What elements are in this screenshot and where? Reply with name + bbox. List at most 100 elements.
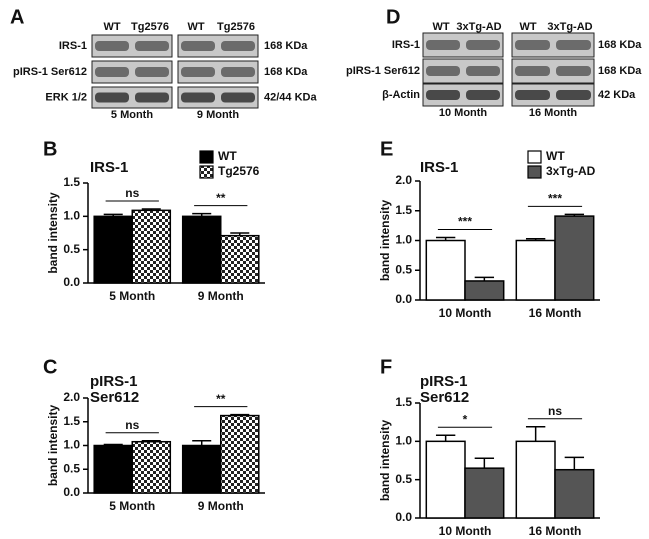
- y-tick-label: 1.0: [395, 434, 412, 448]
- blot-size-label: 168 KDa: [598, 39, 642, 51]
- chart-title: Ser612: [420, 389, 469, 406]
- blot-band: [426, 66, 460, 76]
- group-label: 9 Month: [197, 109, 239, 121]
- blot-band: [135, 41, 169, 51]
- group-label: 16 Month: [529, 107, 578, 119]
- blot-size-label: 168 KDa: [264, 66, 308, 78]
- bar: [515, 440, 556, 519]
- panel-letter: C: [43, 356, 57, 378]
- y-tick-label: 0.5: [63, 461, 80, 475]
- blot-band: [426, 40, 460, 50]
- y-tick-label: 0.0: [395, 292, 412, 306]
- significance-label: ***: [548, 191, 562, 205]
- bar: [93, 444, 133, 494]
- blot-band: [556, 90, 591, 100]
- bar: [554, 215, 595, 301]
- blot-box: [91, 34, 173, 58]
- blot-size-label: 42/44 KDa: [264, 91, 317, 103]
- blot-size-label: 168 KDa: [264, 40, 308, 52]
- blot-band: [466, 40, 500, 50]
- x-tick-label: 5 Month: [109, 289, 155, 303]
- lane-label: WT: [432, 21, 449, 33]
- lane-label: 3xTg-AD: [456, 21, 501, 33]
- blot-band: [221, 92, 255, 103]
- lane-label: WT: [519, 21, 536, 33]
- significance-label: *: [463, 412, 468, 426]
- bar: [181, 444, 222, 494]
- y-tick-label: 0.0: [63, 485, 80, 499]
- group-label: 5 Month: [111, 109, 153, 121]
- x-tick-label: 16 Month: [529, 306, 582, 320]
- blot-band: [221, 67, 255, 77]
- legend-label: 3xTg-AD: [546, 164, 596, 178]
- blot-band: [95, 67, 129, 77]
- blot-band: [135, 67, 169, 77]
- significance-label: ns: [125, 186, 139, 200]
- blot-band: [95, 41, 129, 51]
- bar: [131, 209, 172, 284]
- lane-label: WT: [103, 21, 120, 33]
- bar: [554, 468, 595, 519]
- bar: [131, 440, 172, 494]
- significance-label: **: [216, 392, 226, 406]
- significance-label: ns: [548, 404, 562, 418]
- y-axis-label: band intensity: [378, 200, 392, 282]
- blot-row-label: pIRS-1 Ser612: [346, 65, 420, 77]
- y-tick-label: 1.0: [63, 438, 80, 452]
- blot-row-label: ERK 1/2: [45, 91, 87, 103]
- y-tick-label: 0.5: [395, 262, 412, 276]
- legend-swatch: [199, 150, 214, 164]
- panel-letter: B: [43, 138, 57, 160]
- blot-band: [95, 92, 129, 103]
- blot-band: [515, 90, 550, 100]
- blot-box: [177, 60, 259, 84]
- chart-title: pIRS-1: [420, 373, 468, 390]
- legend-label: WT: [546, 149, 565, 163]
- blot-band: [466, 90, 500, 100]
- legend-swatch: [527, 165, 542, 179]
- x-tick-label: 10 Month: [439, 306, 492, 320]
- x-tick-label: 10 Month: [439, 524, 492, 538]
- blot-band: [135, 92, 169, 103]
- blot-band: [181, 92, 215, 103]
- blot-band: [466, 66, 500, 76]
- chart-title: pIRS-1: [90, 373, 138, 390]
- y-tick-label: 2.0: [395, 173, 412, 187]
- blot-band: [221, 41, 255, 51]
- y-axis-label: band intensity: [46, 405, 60, 487]
- blot-band: [515, 66, 550, 76]
- blot-box: [91, 60, 173, 84]
- y-tick-label: 1.5: [63, 175, 80, 189]
- y-tick-label: 1.0: [395, 233, 412, 247]
- chart-title: IRS-1: [420, 159, 458, 176]
- legend-swatch: [199, 165, 214, 179]
- blot-band: [556, 66, 591, 76]
- lane-label: 3xTg-AD: [547, 21, 592, 33]
- bar: [220, 414, 260, 494]
- bar: [464, 467, 505, 519]
- blot-box: [177, 86, 259, 109]
- blot-row-label: IRS-1: [392, 39, 420, 51]
- bar: [515, 239, 556, 301]
- blot-box: [511, 83, 595, 107]
- panel-letter: E: [380, 138, 393, 160]
- legend-label: WT: [218, 149, 237, 163]
- group-label: 10 Month: [439, 107, 488, 119]
- y-tick-label: 1.5: [395, 395, 412, 409]
- panel-letter: D: [386, 6, 400, 28]
- y-tick-label: 0.0: [63, 275, 80, 289]
- bar: [464, 280, 505, 301]
- blot-band: [181, 41, 215, 51]
- blot-size-label: 42 KDa: [598, 89, 636, 101]
- legend-label: Tg2576: [218, 164, 260, 178]
- blot-band: [556, 40, 591, 50]
- panel-letter: F: [380, 356, 392, 378]
- panel-letter: A: [10, 6, 24, 28]
- y-tick-label: 1.5: [63, 414, 80, 428]
- lane-label: Tg2576: [217, 21, 255, 33]
- x-tick-label: 9 Month: [198, 289, 244, 303]
- y-tick-label: 0.5: [63, 242, 80, 256]
- chart-title: Ser612: [90, 389, 139, 406]
- blot-row-label: β-Actin: [382, 89, 420, 101]
- bar: [93, 215, 133, 284]
